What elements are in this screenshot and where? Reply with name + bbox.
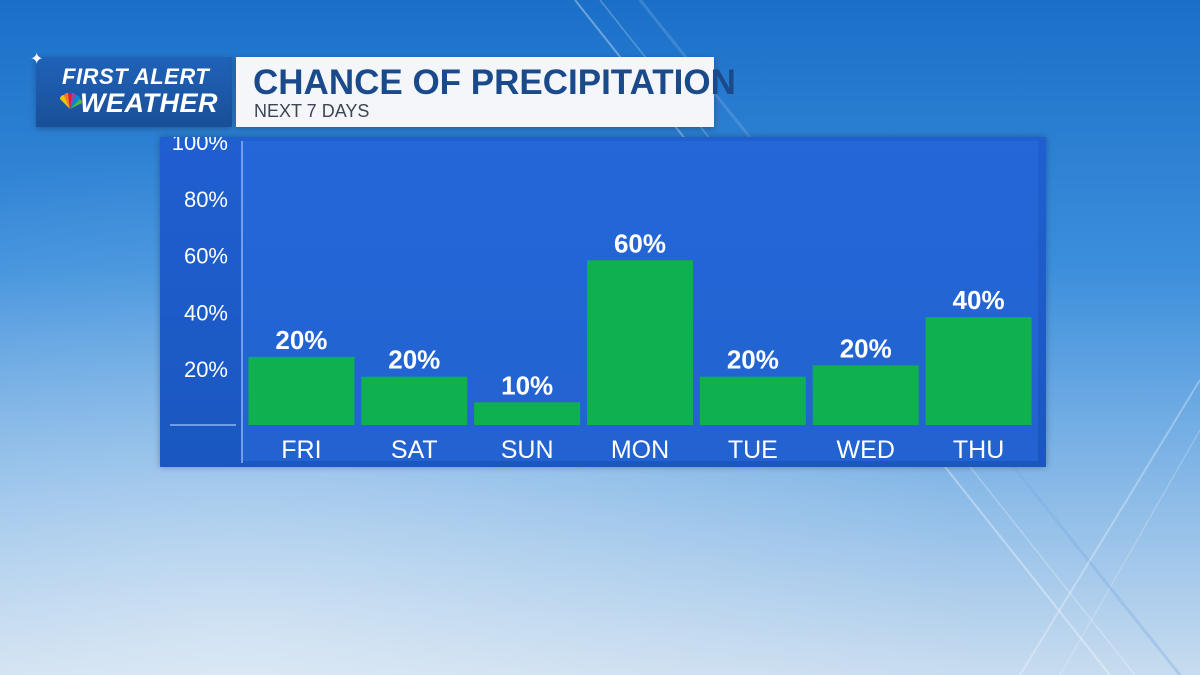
precipitation-bar-chart: 20% 40% 60% 80% 100% 20% FRI 20% SAT 10% SUN 60% MON…	[170, 137, 1038, 464]
bar	[699, 376, 806, 425]
x-category-label: FRI	[281, 436, 321, 464]
bar-value-label: 20%	[840, 333, 892, 363]
chart-title: CHANCE OF PRECIPITATION	[253, 63, 736, 102]
y-tick-label: 40%	[184, 300, 228, 325]
chart-subtitle: NEXT 7 DAYS	[254, 101, 370, 121]
x-category-label: TUE	[728, 436, 778, 464]
bar	[361, 376, 468, 425]
bar	[474, 402, 581, 425]
bar-value-label: 20%	[388, 345, 440, 375]
y-tick-label: 100%	[172, 137, 228, 155]
bar-value-label: 20%	[727, 345, 779, 375]
first-alert-weather-logo: ✦ FIRST ALERT WEATHER	[30, 51, 232, 127]
sparkle-icon: ✦	[30, 51, 44, 68]
bar-value-label: 40%	[953, 285, 1005, 315]
x-category-label: MON	[611, 436, 669, 464]
y-tick-label: 20%	[184, 357, 228, 382]
x-category-label: THU	[953, 436, 1004, 464]
y-tick-label: 60%	[184, 244, 228, 269]
title-box: CHANCE OF PRECIPITATION NEXT 7 DAYS	[236, 57, 736, 127]
x-category-label: WED	[837, 436, 895, 464]
chart-panel: 20% 40% 60% 80% 100% 20% FRI 20% SAT 10% SUN 60% MON…	[160, 137, 1046, 467]
bar-value-label: 10%	[501, 370, 553, 400]
logo-line2: WEATHER	[80, 88, 218, 118]
bar-value-label: 20%	[275, 325, 327, 355]
bar	[587, 260, 693, 425]
bar-value-label: 60%	[614, 228, 666, 258]
x-category-label: SUN	[501, 436, 554, 464]
peacock-icon	[60, 93, 82, 109]
bar	[812, 365, 919, 425]
x-category-label: SAT	[391, 436, 438, 464]
bar	[925, 317, 1032, 425]
logo-line1: FIRST ALERT	[62, 64, 210, 89]
y-tick-label: 80%	[184, 187, 228, 212]
bar	[248, 356, 355, 425]
